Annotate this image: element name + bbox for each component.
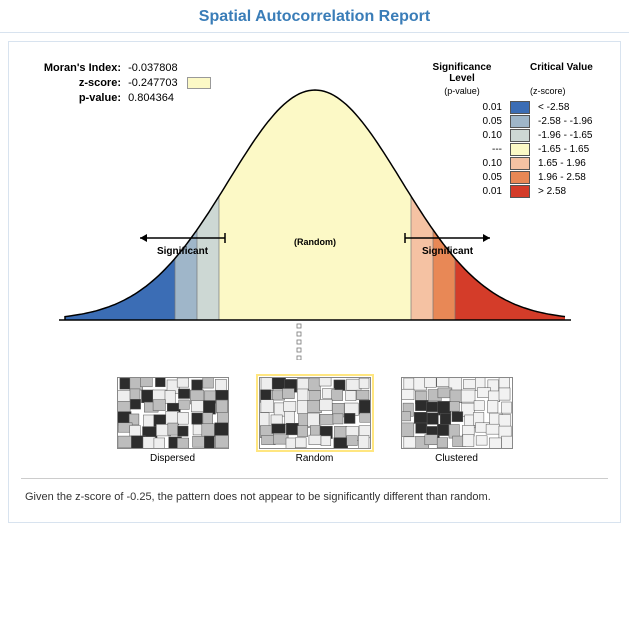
legend-critvalue: -1.65 - 1.65 <box>530 144 589 155</box>
morans-label: Moran's Index: <box>29 62 121 74</box>
z-label: z-score: <box>29 77 121 89</box>
report-panel: Moran's Index: -0.037808 z-score: -0.247… <box>8 41 621 523</box>
morans-value: -0.037808 <box>128 62 178 74</box>
legend-block: Significance Level Critical Value (p-val… <box>422 62 600 198</box>
thumb-clustered: Clustered <box>401 377 513 464</box>
legend-critvalue: > 2.58 <box>530 186 566 197</box>
legend-row: 0.01 < -2.58 <box>422 100 600 114</box>
report-title: Spatial Autocorrelation Report <box>0 0 629 33</box>
thumb-label: Random <box>259 453 371 464</box>
legend-color-swatch <box>510 115 530 128</box>
thumb-random: Random <box>259 377 371 464</box>
legend-pvalue: 0.01 <box>422 102 510 113</box>
legend-row: 0.05 -2.58 - -1.96 <box>422 114 600 128</box>
thumb-label: Clustered <box>401 453 513 464</box>
legend-pvalue: 0.01 <box>422 186 510 197</box>
legend-color-swatch <box>510 143 530 156</box>
legend-row: 0.10 1.65 - 1.96 <box>422 156 600 170</box>
z-value: -0.247703 <box>128 77 178 89</box>
legend-row: 0.10 -1.96 - -1.65 <box>422 128 600 142</box>
svg-text:(Random): (Random) <box>294 237 336 247</box>
legend-sub-sig: (p-value) <box>422 86 502 96</box>
legend-row: 0.01 > 2.58 <box>422 184 600 198</box>
legend-critvalue: -1.96 - -1.65 <box>530 130 592 141</box>
separator <box>21 478 608 479</box>
p-label: p-value: <box>29 92 121 104</box>
pattern-thumbnails: Dispersed Random Clustered <box>17 377 612 464</box>
p-value: 0.804364 <box>128 92 174 104</box>
svg-text:Significant: Significant <box>421 246 473 257</box>
legend-row: 0.05 1.96 - 2.58 <box>422 170 600 184</box>
legend-pvalue: 0.05 <box>422 172 510 183</box>
thumb-dispersed: Dispersed <box>117 377 229 464</box>
legend-critvalue: -2.58 - -1.96 <box>530 116 592 127</box>
legend-color-swatch <box>510 157 530 170</box>
legend-hdr-sig: Significance Level <box>422 62 502 84</box>
z-swatch <box>187 77 211 89</box>
legend-critvalue: 1.65 - 1.96 <box>530 158 586 169</box>
legend-row: --- -1.65 - 1.65 <box>422 142 600 156</box>
legend-pvalue: --- <box>422 144 510 155</box>
legend-color-swatch <box>510 101 530 114</box>
report-container: Spatial Autocorrelation Report Moran's I… <box>0 0 629 523</box>
legend-hdr-crit: Critical Value <box>530 62 600 84</box>
thumb-label: Dispersed <box>117 453 229 464</box>
legend-color-swatch <box>510 129 530 142</box>
legend-critvalue: < -2.58 <box>530 102 569 113</box>
legend-pvalue: 0.10 <box>422 158 510 169</box>
legend-pvalue: 0.10 <box>422 130 510 141</box>
conclusion-text: Given the z-score of -0.25, the pattern … <box>25 489 604 506</box>
legend-sub-crit: (z-score) <box>530 86 600 96</box>
legend-color-swatch <box>510 185 530 198</box>
legend-critvalue: 1.96 - 2.58 <box>530 172 586 183</box>
legend-pvalue: 0.05 <box>422 116 510 127</box>
legend-color-swatch <box>510 171 530 184</box>
stats-block: Moran's Index: -0.037808 z-score: -0.247… <box>29 62 211 107</box>
svg-text:Significant: Significant <box>156 246 208 257</box>
